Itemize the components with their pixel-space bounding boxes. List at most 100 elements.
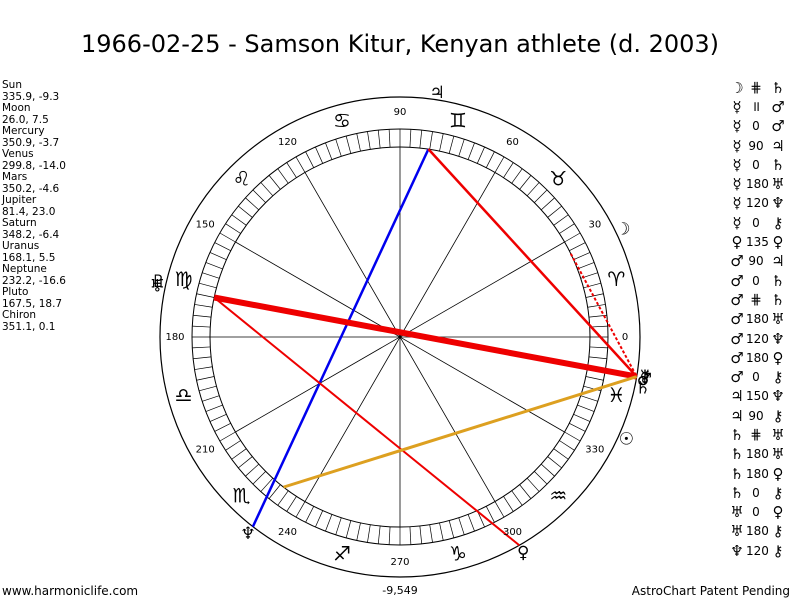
aspect-type: 0 <box>752 505 760 520</box>
degree-tick <box>335 517 342 535</box>
aspect-entry: ☿ ॥ ♂ <box>728 97 800 116</box>
planet-entry: Mercury 350.9, -3.7 <box>2 125 66 149</box>
degree-label: 90 <box>394 107 407 118</box>
aspect-entry: ☿ 0 ⚷ <box>728 213 800 232</box>
degree-tick <box>439 522 444 541</box>
aspect-entry: ☿ 0 ♄ <box>728 155 800 174</box>
degree-label: 60 <box>506 137 519 148</box>
degree-tick <box>577 262 595 270</box>
aspect-planet1-icon: ☿ <box>732 155 742 174</box>
planet-positions-list: Sun 335.9, -9.3 Moon 26.0, 7.5 Mercury 350.9,… <box>2 79 66 333</box>
degree-tick <box>315 510 324 528</box>
aspect-entry: ♃ 90 ⚷ <box>728 406 800 425</box>
aspect-type: 0 <box>752 157 760 172</box>
aspect-planet2-icon: ♆ <box>771 329 785 348</box>
planet-glyph-icon: ♇ <box>151 272 166 292</box>
aspect-entry: ☿ 90 ♃ <box>728 136 800 155</box>
degree-label: 150 <box>196 220 215 231</box>
aspect-type: 150 <box>746 389 769 404</box>
zodiac-sign-icon: ♈ <box>607 267 625 291</box>
aspect-planet1-icon: ♂ <box>730 290 744 309</box>
aspect-entry: ☿ 180 ♅ <box>728 174 800 193</box>
zodiac-sign-icon: ♍ <box>175 267 193 291</box>
planet-name: Saturn <box>2 217 37 229</box>
planet-name: Mercury <box>2 125 45 137</box>
aspect-entry: ♂ 0 ⚷ <box>728 367 800 386</box>
aspect-line <box>283 375 638 489</box>
planet-values: 335.9, -9.3 <box>2 90 60 103</box>
planet-values: 167.5, 18.7 <box>2 297 63 310</box>
degree-label: 300 <box>503 527 522 538</box>
degree-tick <box>198 282 217 289</box>
planet-name: Pluto <box>2 286 29 298</box>
degree-tick <box>585 293 604 298</box>
aspect-planet2-icon: ♄ <box>771 78 785 97</box>
aspect-entry: ♆ 120 ⚷ <box>728 541 800 560</box>
aspect-type: 90 <box>748 254 764 269</box>
aspect-entry: ♂ ⋕ ♄ <box>728 290 800 309</box>
planet-entry: Pluto 167.5, 18.7 <box>2 286 66 310</box>
aspect-type: ⋕ <box>750 291 762 308</box>
planet-values: 232.2, -16.6 <box>2 274 66 287</box>
degree-tick <box>193 314 212 318</box>
degree-tick <box>225 440 241 451</box>
degree-label: 0 <box>622 332 628 343</box>
degree-tick <box>526 477 540 492</box>
aspect-list: ☽ ⋕ ♄ ☿ ॥ ♂ ☿ 0 ♂ ☿ 90 ♃ ☿ 0 ♄ ☿ 180 ♅ ☿ 120 ♆ ☿ 0 ⚷ ♀ 135 ♀ ♂ 90 ♃ ♂ 0… <box>728 78 800 560</box>
aspect-planet1-icon: ♄ <box>730 425 744 444</box>
aspect-planet2-icon: ♆ <box>771 387 785 406</box>
degree-tick <box>196 376 215 381</box>
aspect-entry: ☿ 120 ♆ <box>728 194 800 213</box>
planet-values: 351.1, 0.1 <box>2 320 56 333</box>
planet-name: Moon <box>2 102 31 114</box>
aspect-entry: ♅ 0 ♀ <box>728 503 800 522</box>
aspect-line <box>569 253 638 378</box>
degree-tick <box>494 156 505 173</box>
degree-tick <box>252 189 266 203</box>
degree-tick <box>429 131 433 150</box>
planet-glyph-icon: ☉ <box>619 429 634 449</box>
degree-tick <box>367 524 371 543</box>
planet-values: 348.2, -6.4 <box>2 228 60 241</box>
degree-tick <box>511 490 523 506</box>
planet-glyph-icon: ♅ <box>150 276 165 296</box>
aspect-planet2-icon: ♀ <box>772 348 784 367</box>
aspect-type: 120 <box>746 543 769 558</box>
planet-entry: Saturn 348.2, -6.4 <box>2 217 66 241</box>
zodiac-sign-icon: ♉ <box>549 167 567 191</box>
degree-tick <box>511 168 523 184</box>
degree-tick <box>553 214 569 226</box>
degree-tick <box>388 129 391 148</box>
aspect-planet1-icon: ♆ <box>730 541 744 560</box>
planet-values: 168.1, 5.5 <box>2 251 56 264</box>
aspect-line <box>213 296 520 547</box>
planet-glyph-icon: ♄ <box>635 379 650 399</box>
degree-tick <box>573 413 591 422</box>
aspect-planet2-icon: ♄ <box>771 290 785 309</box>
planet-entry: Uranus 168.1, 5.5 <box>2 240 66 264</box>
degree-tick <box>583 282 602 289</box>
aspect-type: 180 <box>746 466 769 481</box>
degree-tick <box>377 525 381 544</box>
aspect-entry: ♄ ⋕ ♅ <box>728 425 800 444</box>
degree-tick <box>439 133 444 152</box>
planet-glyph-icon: ☽ <box>615 219 630 239</box>
degree-tick <box>225 223 241 234</box>
aspect-type: 120 <box>746 196 769 211</box>
degree-tick <box>219 431 236 442</box>
website-link[interactable]: www.harmoniclife.com <box>2 584 139 598</box>
degree-tick <box>409 129 412 148</box>
planet-name: Sun <box>2 79 22 91</box>
aspect-planet2-icon: ♄ <box>771 155 785 174</box>
degree-tick <box>559 440 575 451</box>
degree-tick <box>345 520 352 539</box>
degree-label: 30 <box>588 220 601 231</box>
degree-labels: 0 30 60 90 120 150 180 210 240 270 300 330 <box>165 107 628 568</box>
aspect-planet2-icon: ⚷ <box>772 368 784 387</box>
degree-tick <box>588 356 607 360</box>
degree-tick <box>252 471 266 485</box>
degree-tick <box>569 422 586 432</box>
degree-tick <box>268 175 281 190</box>
degree-tick <box>209 252 227 261</box>
